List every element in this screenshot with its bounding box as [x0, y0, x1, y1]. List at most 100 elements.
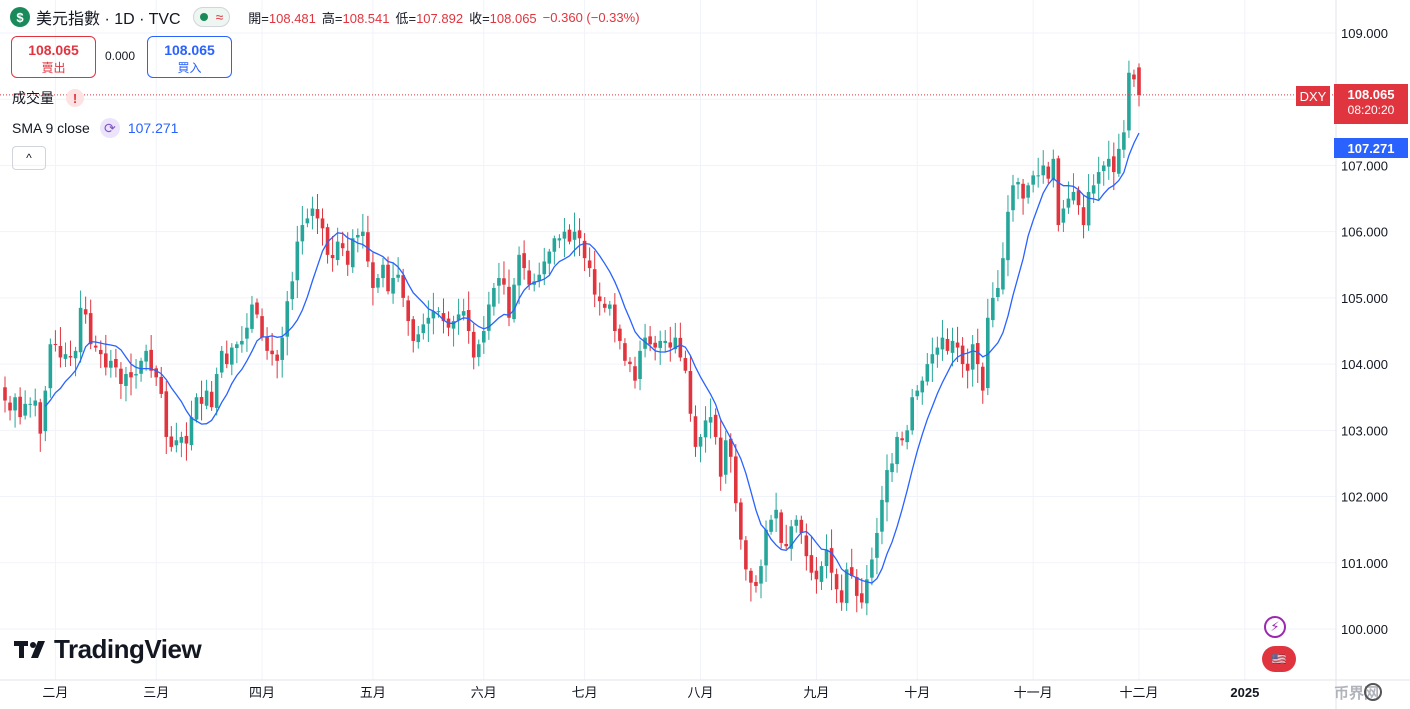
candle-body [723, 440, 728, 475]
candle-body [502, 278, 506, 285]
candle-body [492, 287, 496, 307]
candle-body [678, 337, 683, 358]
candle-body [1096, 172, 1101, 184]
brand-name: TradingView [54, 634, 202, 664]
x-tick-label: 2025 [1230, 685, 1259, 700]
candle-body [638, 350, 642, 379]
candle-body [537, 274, 542, 282]
candle-body [819, 566, 824, 582]
candle-body [325, 227, 330, 255]
x-tick-label: 二月 [42, 685, 68, 700]
settings-gear-icon[interactable] [1364, 683, 1382, 701]
candle-body [905, 430, 909, 443]
candle-body [169, 436, 174, 447]
chart-title[interactable]: 美元指數 · 1D · TVC [36, 11, 181, 28]
candle-body [260, 316, 264, 338]
candle-body [114, 359, 118, 368]
candle-body [149, 349, 153, 371]
sma-indicator[interactable]: SMA 9 close ⟳ 107.271 [12, 118, 178, 138]
candle-body [920, 380, 925, 393]
market-status-badge[interactable]: ≈ [192, 7, 231, 27]
candle-body [567, 229, 572, 242]
candle-body [285, 301, 290, 337]
candle-body [708, 417, 713, 423]
sell-button[interactable]: 108.065 賣出 [11, 36, 96, 78]
lightning-event-icon[interactable]: ⚡ [1264, 616, 1286, 638]
candle-body [1001, 258, 1005, 290]
candle-body [728, 438, 733, 457]
us-flag-event-icon[interactable]: 🇺🇸 [1262, 646, 1296, 672]
candle-body [986, 317, 990, 389]
candle-body [854, 576, 859, 596]
refresh-icon[interactable]: ⟳ [99, 118, 120, 138]
candle-body [461, 311, 466, 316]
candle-body [774, 509, 778, 519]
candle-body [487, 304, 491, 331]
spread-value: 0.000 [105, 49, 136, 63]
candle-body [829, 548, 834, 573]
candle-body [83, 309, 88, 315]
collapse-button[interactable]: ^ [12, 146, 46, 170]
candle-body [996, 287, 1000, 298]
candle-body [63, 354, 68, 359]
candle-body [497, 278, 501, 286]
tradingview-logo[interactable]: TradingView [14, 634, 202, 665]
market-open-dot-icon [199, 13, 208, 21]
candle-body [698, 436, 703, 447]
candle-body [623, 343, 627, 361]
candle-body [189, 417, 194, 446]
candle-body [1076, 190, 1081, 206]
x-tick-label: 十二月 [1119, 685, 1158, 700]
dollar-icon[interactable]: $ [10, 7, 30, 27]
candle-body [8, 402, 12, 411]
volume-indicator[interactable]: 成交量 ! [12, 88, 84, 108]
candle-body [527, 270, 531, 285]
candle-body [78, 307, 83, 353]
candle-body [93, 345, 98, 348]
time-axis: 二月 三月 四月 五月 六月 七月 八月 九月 十月 十一月 十二月 2025 [42, 685, 1259, 700]
candle-body [270, 350, 274, 355]
candle-body [1137, 67, 1141, 95]
candle-body [794, 519, 799, 526]
candle-body [129, 372, 133, 378]
candle-body [73, 350, 78, 359]
candle-body [305, 218, 310, 224]
candle-body [406, 300, 410, 322]
x-tick-label: 三月 [143, 685, 169, 700]
candle-body [975, 343, 980, 365]
candle-body [885, 470, 889, 503]
ohlc-high: 高=108.541 [321, 10, 390, 26]
candle-body [104, 353, 108, 368]
candle-body [199, 397, 204, 404]
candle-body [401, 275, 405, 298]
candle-body [900, 438, 904, 441]
y-tick-label: 106.000 [1341, 225, 1388, 240]
candle-body [839, 590, 844, 603]
candle-body [613, 304, 617, 331]
candle-body [1127, 72, 1131, 131]
candle-body [255, 302, 259, 315]
buy-button[interactable]: 108.065 買入 [147, 36, 232, 78]
candle-body [33, 400, 38, 406]
candle-body [275, 354, 279, 361]
candle-body [860, 593, 864, 603]
candlestick-series [3, 60, 1141, 616]
candle-body [991, 297, 995, 321]
x-tick-label: 九月 [803, 685, 829, 700]
candle-body [970, 344, 975, 370]
tradingview-mark-icon [14, 640, 45, 658]
candle-body [552, 238, 557, 252]
warning-icon[interactable]: ! [66, 89, 84, 107]
candle-body [381, 264, 385, 279]
candle-body [739, 502, 743, 540]
candle-body [754, 581, 758, 586]
candle-body [204, 390, 209, 406]
candle-body [789, 526, 794, 549]
candle-body [194, 397, 199, 420]
ohlc-open: 開=108.481 [248, 10, 316, 26]
bar-countdown: 08:20:20 [1347, 103, 1395, 117]
candle-body [235, 344, 239, 349]
candle-body [466, 310, 471, 331]
